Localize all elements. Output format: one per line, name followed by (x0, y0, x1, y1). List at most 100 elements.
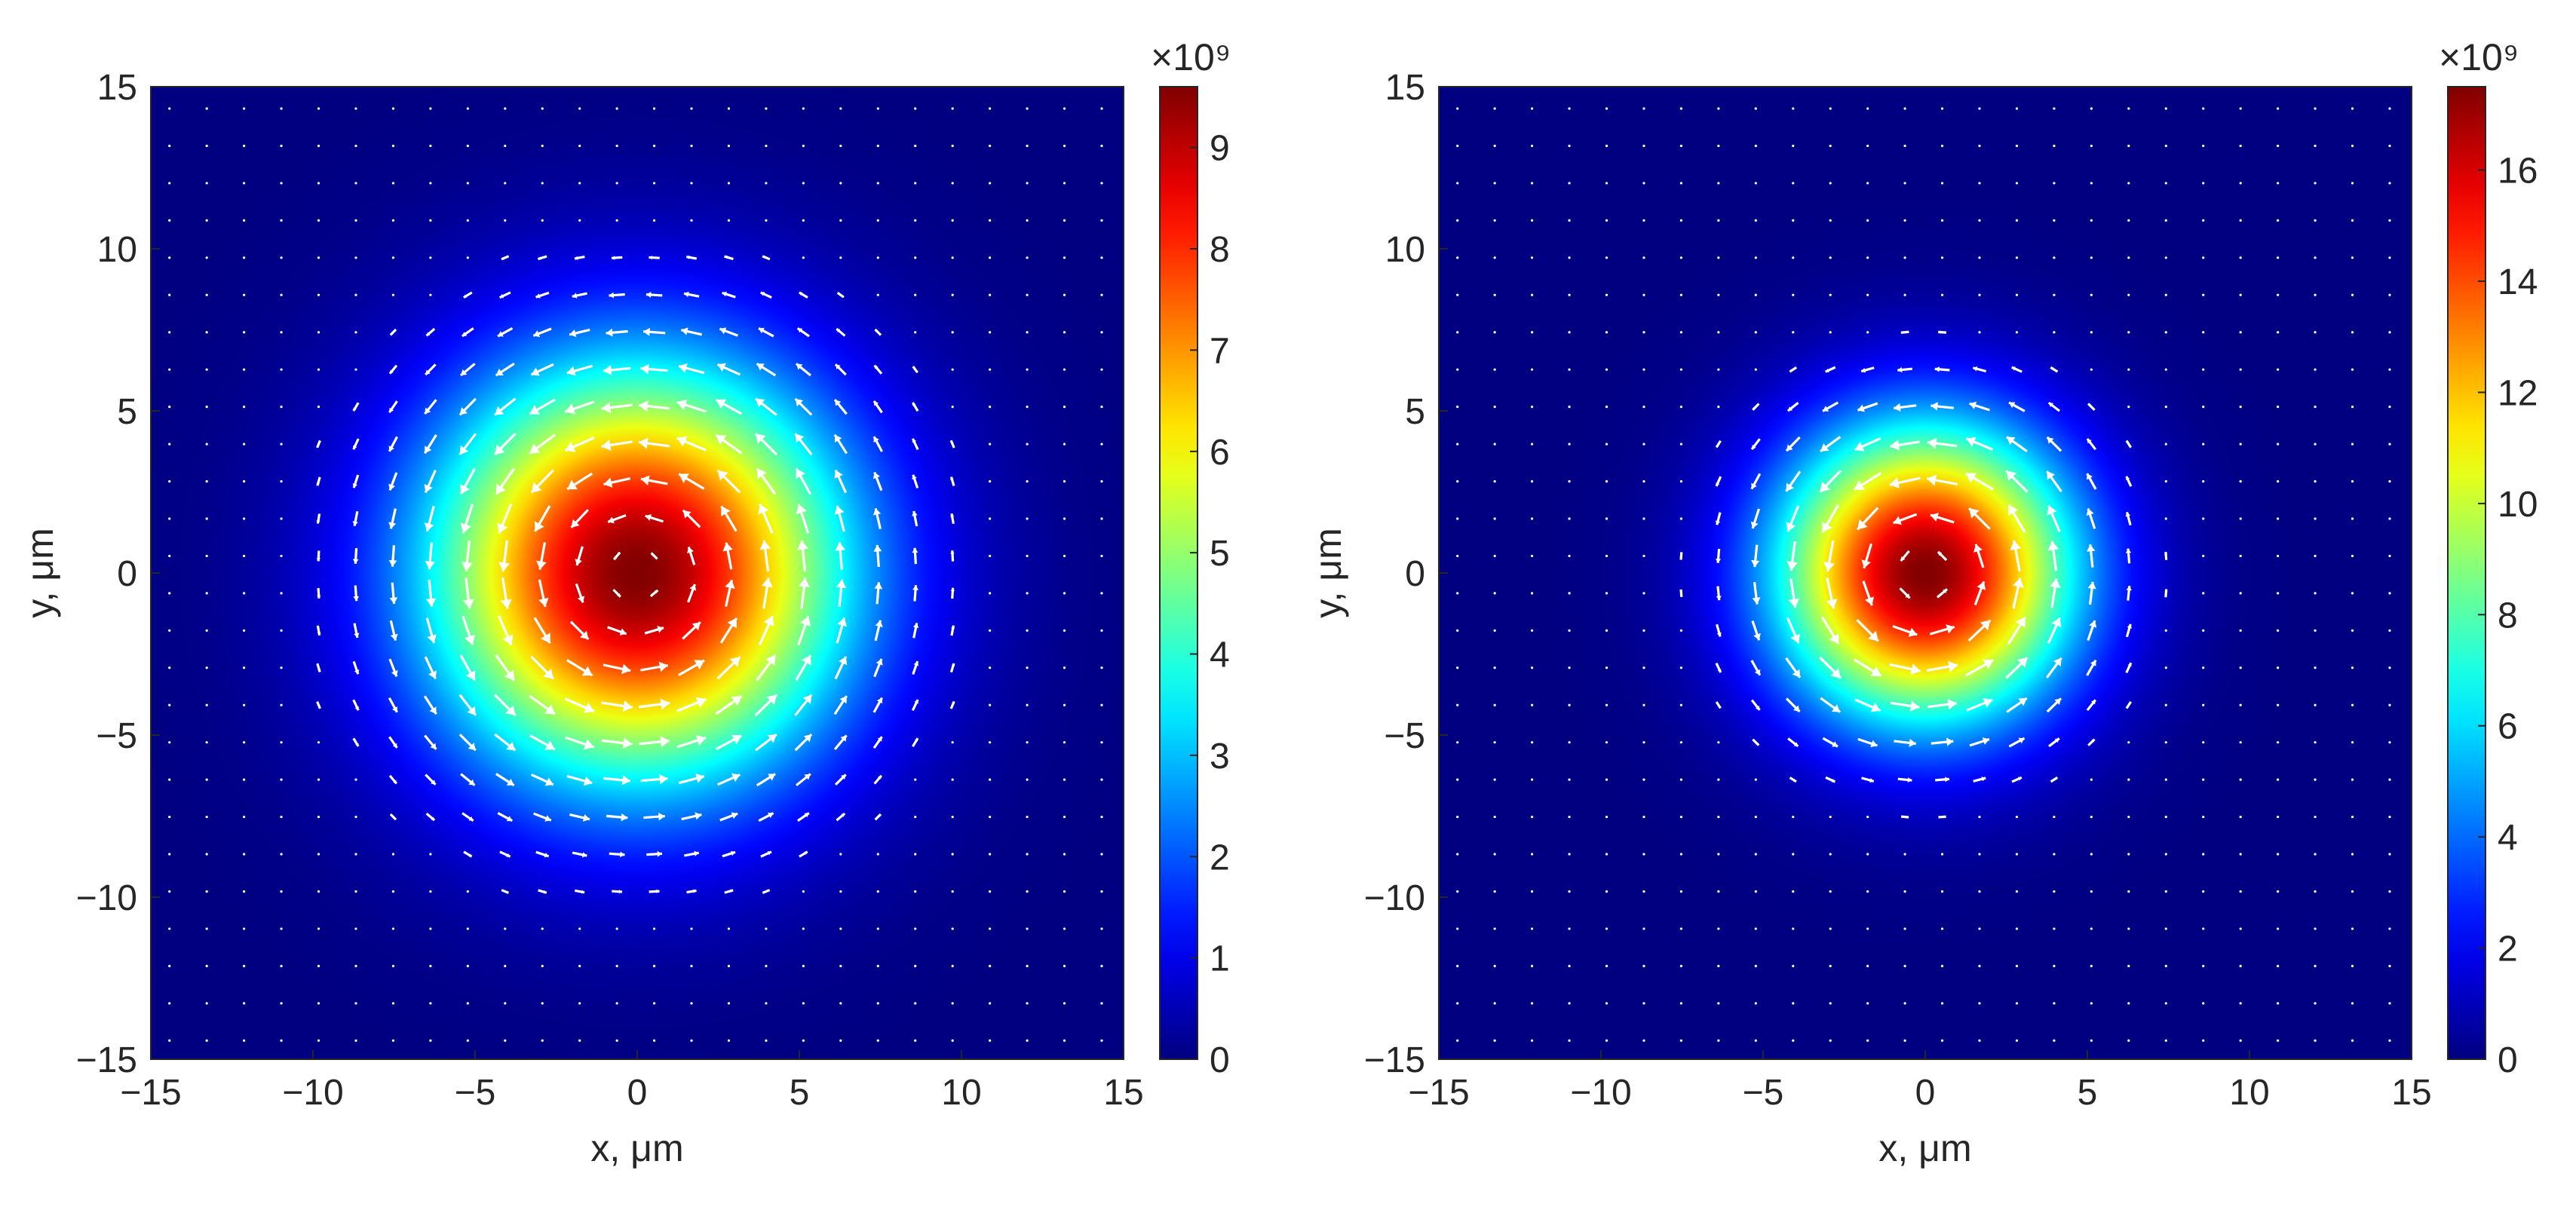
vector-arrow (566, 774, 593, 786)
vector-arrow (1679, 853, 1683, 856)
vector-arrow (1679, 331, 1683, 334)
vector-arrow (1751, 620, 1761, 641)
vector-arrow (1456, 1039, 1459, 1042)
vector-arrow (243, 293, 246, 296)
vector-arrow (2164, 890, 2167, 893)
y-tick-label: −5 (1384, 716, 1425, 756)
x-tick-label: −5 (455, 1073, 496, 1113)
vector-arrow (716, 363, 741, 376)
vector-arrow (2351, 182, 2354, 185)
vector-arrow (578, 107, 581, 110)
vector-arrow (2090, 219, 2093, 222)
vector-arrow (765, 144, 768, 148)
vector-arrow (205, 815, 208, 819)
x-tick-label: 10 (2229, 1073, 2269, 1113)
vector-arrow (354, 368, 357, 371)
heatmap-field (1439, 87, 2412, 1059)
vector-arrow (1531, 107, 1534, 110)
vector-arrow (1642, 517, 1645, 520)
vector-arrow (354, 182, 357, 185)
vector-arrow (615, 964, 618, 967)
vector-arrow (2015, 144, 2019, 148)
vector-arrow (2053, 293, 2056, 296)
vector-arrow (243, 479, 246, 483)
vector-arrow (2012, 577, 2024, 609)
vector-arrow (2090, 853, 2093, 856)
vector-arrow (876, 1039, 879, 1042)
vector-arrow (2388, 479, 2391, 483)
vector-arrow (2164, 815, 2167, 819)
vector-arrow (615, 927, 618, 930)
vector-arrow (2125, 700, 2133, 709)
vector-arrow (1493, 1002, 1496, 1005)
vector-arrow (1940, 107, 1944, 110)
vector-arrow (1715, 476, 1722, 487)
vector-arrow (243, 964, 246, 967)
vector-arrow (1854, 472, 1882, 492)
vector-arrow (1717, 182, 1720, 185)
vector-arrow (834, 469, 848, 494)
vector-arrow (2125, 511, 2132, 526)
vector-arrow (914, 256, 917, 259)
vector-arrow (280, 331, 283, 334)
vector-arrow (989, 927, 992, 930)
vector-arrow (1866, 293, 1869, 296)
vector-arrow (423, 434, 437, 455)
vector-arrow (652, 964, 656, 967)
vector-arrow (876, 107, 879, 110)
vector-arrow (876, 1002, 879, 1005)
vector-arrow (2125, 623, 2133, 638)
vector-arrow (578, 927, 581, 930)
vector-arrow (575, 546, 584, 566)
vector-arrow (280, 554, 283, 558)
vector-arrow (529, 398, 556, 415)
vector-arrow (2053, 219, 2056, 222)
vector-arrow (2351, 815, 2354, 819)
x-tick-label: 10 (941, 1073, 981, 1113)
vector-arrow (1820, 436, 1842, 453)
vector-arrow (1787, 737, 1799, 748)
colorbar-tick-label: 8 (1210, 230, 1230, 270)
vector-arrow (1531, 1039, 1534, 1042)
vector-arrow (1605, 592, 1608, 595)
vector-arrow (989, 741, 992, 744)
vector-arrow (466, 107, 469, 110)
vector-arrow (1754, 107, 1757, 110)
vector-arrow (2202, 853, 2205, 856)
vector-arrow (2388, 219, 2391, 222)
vector-arrow (716, 656, 741, 680)
vector-arrow (2007, 616, 2026, 645)
vector-arrow (574, 889, 585, 894)
vector-arrow (243, 144, 246, 148)
vector-arrow (205, 778, 208, 781)
vector-arrow (1531, 293, 1534, 296)
vector-arrow (498, 540, 511, 572)
vector-arrow (1792, 107, 1795, 110)
vector-arrow (2090, 815, 2093, 819)
vector-arrow (168, 927, 171, 930)
vector-arrow (874, 813, 882, 821)
vector-arrow (1717, 331, 1720, 334)
vector-arrow (243, 853, 246, 856)
vector-arrow (1642, 890, 1645, 893)
vector-arrow (1861, 777, 1875, 783)
vector-arrow (1679, 552, 1683, 560)
vector-arrow (2164, 479, 2167, 483)
vector-arrow (389, 813, 397, 821)
vector-arrow (572, 851, 587, 858)
vector-arrow (354, 890, 357, 893)
vector-arrow (1829, 182, 1832, 185)
vector-arrow (640, 661, 668, 672)
vector-arrow (1940, 219, 1944, 222)
vector-arrow (686, 889, 697, 894)
vector-arrow (649, 589, 659, 598)
vector-arrow (1754, 853, 1757, 856)
vector-arrow (1605, 853, 1608, 856)
vector-arrow (1825, 366, 1836, 373)
vector-arrow (989, 406, 992, 409)
vector-arrow (690, 1039, 693, 1042)
vector-arrow (1978, 853, 1981, 856)
vector-arrow (1679, 368, 1683, 371)
vector-arrow (989, 703, 992, 706)
vector-arrow (1966, 437, 1993, 451)
